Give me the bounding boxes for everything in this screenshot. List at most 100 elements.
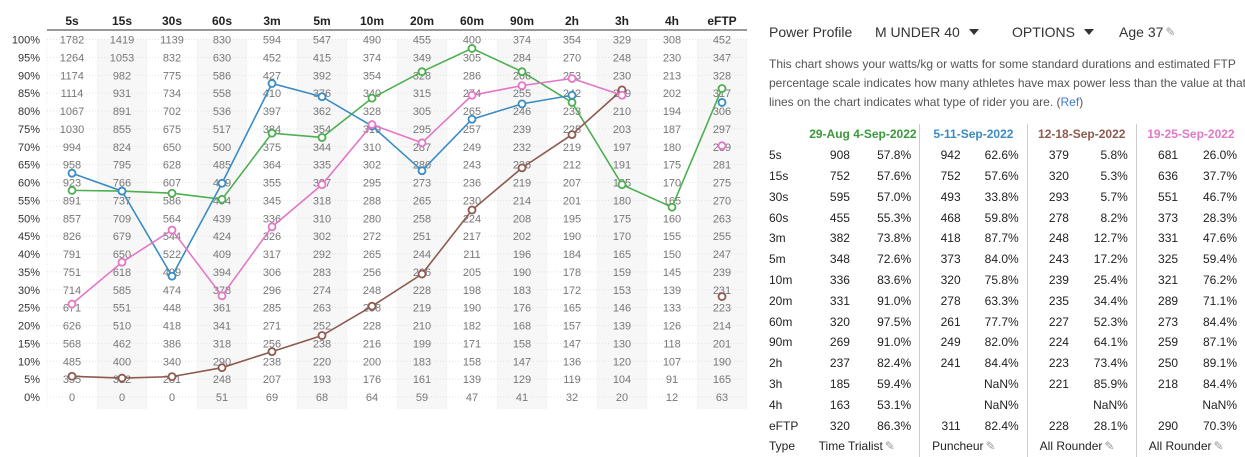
y-tick-label: 40% [18, 249, 40, 261]
series-point [67, 168, 77, 178]
rider-type[interactable]: All Rounder ✎ [1136, 436, 1245, 457]
percentile-value: 5.8% [1068, 144, 1137, 166]
watts-value: 493 [940, 189, 961, 204]
grid-value: 284 [513, 52, 531, 64]
pencil-icon[interactable]: ✎ [1213, 439, 1224, 454]
rider-type-label: All Rounder [1148, 439, 1212, 454]
description-text: This chart shows your watts/kg or watts … [769, 57, 1245, 109]
grid-value: 439 [213, 213, 231, 225]
series-point [167, 271, 177, 281]
grid-value: 190 [713, 356, 731, 368]
age-field[interactable]: Age 37 ✎ [1119, 24, 1175, 40]
pencil-icon[interactable]: ✎ [1104, 439, 1115, 454]
grid-value: 146 [613, 303, 631, 315]
grid-value: 252 [313, 321, 331, 333]
grid-value: 153 [613, 285, 631, 297]
percentile-value: 84.4% [960, 352, 1028, 374]
series-point [617, 180, 627, 190]
grid-value: 198 [463, 285, 481, 297]
percentile-value: 84.4% [1202, 376, 1237, 391]
percentile-value: 83.6% [849, 269, 921, 291]
watts-value: 269 [829, 335, 850, 350]
grid-value: 248 [613, 52, 631, 64]
grid-value: 286 [463, 70, 481, 82]
table-row: 3h 185 59.4% NaN% 221 85.9% 218 84.4% [769, 373, 1245, 395]
grid-value: 273 [413, 178, 431, 190]
grid-value: 931 [113, 88, 131, 100]
grid-value: 201 [563, 195, 581, 207]
grid-value: 239 [713, 267, 731, 279]
percentile-value: 28.1% [1068, 415, 1137, 436]
percentile-value: 87.7% [960, 227, 1028, 249]
grid-value: 228 [363, 321, 381, 333]
series-point [717, 292, 727, 301]
grid-value: 317 [263, 249, 281, 261]
duration-label: 4h [769, 397, 783, 412]
power-stats-table: 29-Aug 4-Sep-2022 5-11-Sep-2022 12-18-Se… [769, 124, 1245, 457]
x-category-label: 3h [615, 14, 629, 28]
pencil-icon[interactable]: ✎ [1165, 25, 1176, 39]
rider-type[interactable]: Puncheur ✎ [919, 435, 1028, 457]
x-category-label: 2h [565, 14, 579, 28]
watts-value: 241 [940, 356, 961, 371]
percentile-value: 70.3% [1202, 418, 1237, 433]
grid-value: 305 [413, 106, 431, 118]
grid-value: 424 [213, 231, 231, 243]
grid-value: 180 [613, 195, 631, 207]
percentile-value: 52.3% [1068, 311, 1137, 332]
watts-value: 227 [1048, 314, 1069, 329]
grid-value: 287 [413, 142, 431, 154]
chart-description: This chart shows your watts/kg or watts … [769, 55, 1245, 112]
grid-value: 274 [313, 285, 331, 297]
watts-value: 348 [829, 252, 850, 267]
grid-value: 329 [613, 35, 631, 47]
grid-value: 547 [313, 35, 331, 47]
rider-type[interactable]: Time Trialist ✎ [806, 435, 921, 457]
grid-value: 230 [463, 195, 481, 207]
ref-link[interactable]: Ref [1060, 95, 1080, 109]
series-point [417, 166, 427, 176]
series-line [71, 47, 723, 209]
rider-type[interactable]: All Rounder ✎ [1027, 435, 1137, 457]
grid-value: 184 [563, 249, 581, 261]
series-point [717, 141, 727, 151]
percentile-value: 97.5% [849, 311, 921, 332]
percentile-value: 25.4% [1068, 269, 1137, 291]
percentile-value: 91.0% [849, 331, 921, 353]
series-point [267, 79, 277, 88]
grid-value: 392 [313, 70, 331, 82]
grid-value: 220 [313, 356, 331, 368]
grid-value: 349 [413, 52, 431, 64]
percentile-value: 84.0% [960, 248, 1028, 270]
grid-value: 1053 [110, 52, 134, 64]
grid-value: 775 [163, 70, 181, 82]
watts-value: 163 [829, 397, 850, 412]
grid-value: 400 [113, 356, 131, 368]
pencil-icon[interactable]: ✎ [884, 439, 895, 454]
series-point [167, 188, 177, 198]
x-category-label: 60s [212, 14, 232, 28]
grid-value: 375 [263, 142, 281, 154]
grid-value: 243 [463, 160, 481, 172]
grid-value: 306 [263, 267, 281, 279]
watts-value: 293 [1048, 189, 1069, 204]
grid-value: 182 [463, 321, 481, 333]
watts-value: 595 [829, 189, 850, 204]
grid-value: 190 [463, 303, 481, 315]
grid-value: 452 [713, 35, 731, 47]
category-dropdown[interactable]: M UNDER 40 [875, 24, 979, 40]
pencil-icon[interactable]: ✎ [985, 439, 996, 454]
grid-value: 194 [663, 106, 681, 118]
grid-value: 564 [163, 213, 181, 225]
percentile-value: 62.6% [960, 144, 1028, 166]
percentile-value: 34.4% [1068, 290, 1137, 312]
grid-value: 354 [363, 70, 381, 82]
table-row: 5s 908 57.8% 942 62.6% 379 5.8% 681 26.0% [769, 144, 1245, 166]
series-point [117, 257, 127, 267]
grid-value: 228 [413, 285, 431, 297]
y-tick-label: 15% [18, 338, 40, 350]
options-dropdown[interactable]: OPTIONS [1012, 24, 1095, 40]
grid-value: 258 [413, 213, 431, 225]
table-row: 5m 348 72.6% 373 84.0% 243 17.2% 325 59.4% [769, 248, 1245, 270]
series-point [267, 347, 277, 356]
